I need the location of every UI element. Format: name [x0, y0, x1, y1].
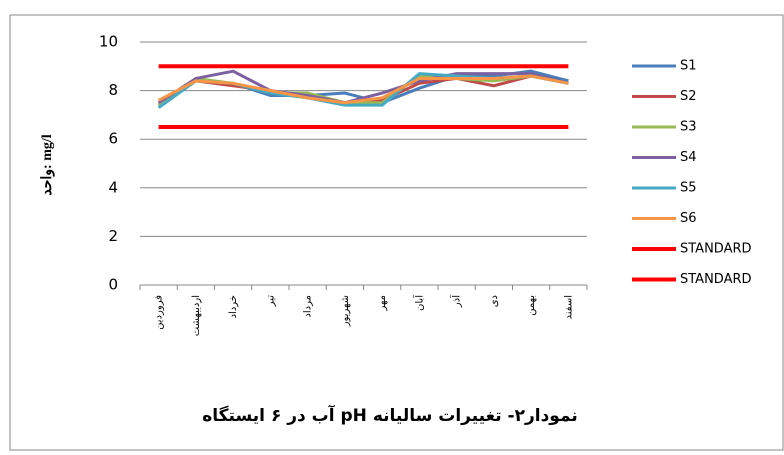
x-tick-label: اردیبهشت	[191, 295, 202, 336]
legend-label: S6	[680, 211, 697, 226]
x-tick-label: شهریور	[340, 295, 351, 327]
y-tick-label: 4	[108, 178, 118, 196]
legend-label: S5	[680, 181, 697, 196]
legend-label: S3	[680, 120, 697, 135]
chart-border	[9, 14, 784, 451]
legend-label: S4	[680, 150, 697, 165]
x-tick-label: بهمن	[526, 295, 537, 316]
y-tick-label: 6	[108, 130, 118, 148]
y-axis-label: واحد: mg/l	[40, 134, 55, 195]
x-tick-label: خرداد	[228, 295, 239, 318]
x-tick-label: دی	[489, 295, 500, 307]
series-line	[157, 69, 569, 105]
x-tick-label: آذر	[450, 294, 463, 308]
x-tick-label: اسفند	[563, 295, 574, 319]
y-tick-label: 8	[108, 81, 118, 99]
series-line	[157, 74, 569, 105]
x-tick-label: فروردین	[154, 295, 165, 330]
x-tick-label: تیر	[265, 295, 276, 308]
legend-label: S2	[680, 89, 697, 104]
legend-label: STANDARD	[680, 242, 752, 257]
x-tick-label: آبان	[412, 294, 425, 311]
chart-title: نمودار۲- تغییرات سالیانه pH آب در ۶ ایست…	[202, 404, 578, 426]
y-tick-label: 10	[99, 33, 118, 51]
x-tick-label: مرداد	[303, 295, 314, 318]
legend-label: S1	[680, 59, 697, 74]
x-tick-label: مهر	[377, 295, 388, 311]
y-tick-label: 0	[108, 276, 118, 294]
y-tick-label: 2	[108, 227, 118, 245]
legend-label: STANDARD	[680, 272, 752, 287]
